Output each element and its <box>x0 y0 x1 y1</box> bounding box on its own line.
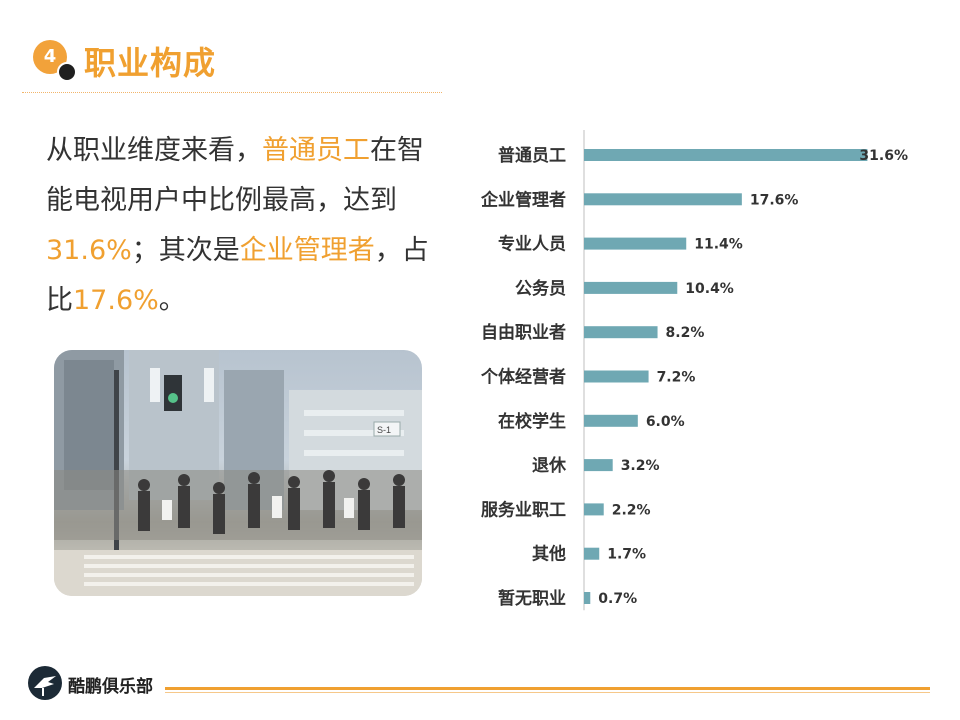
desc-part-1: 从职业维度来看， <box>46 135 262 166</box>
desc-highlight-3: 企业管理者 <box>239 235 375 266</box>
occupation-bar-chart: 普通员工 31.6% 企业管理者 17.6% 专业人员 11.4% 公务员 10.4% 自由职业… <box>440 130 940 630</box>
chart-bar <box>584 193 742 206</box>
chart-bar <box>584 237 687 250</box>
chart-category-label: 其他 <box>532 544 566 565</box>
chart-value-label: 17.6% <box>750 192 799 208</box>
chart-bar <box>584 370 649 383</box>
desc-part-5: 。 <box>158 285 186 316</box>
chart-category-label: 普通员工 <box>498 145 566 166</box>
chart-category-label: 自由职业者 <box>481 322 566 343</box>
chart-bar <box>584 547 600 560</box>
chart-bar <box>584 281 678 294</box>
chart-category-label: 个体经营者 <box>480 367 566 388</box>
description-text: 从职业维度来看，普通员工在智能电视用户中比例最高，达到 31.6%；其次是企业管理… <box>46 126 438 326</box>
chart-category-label: 公务员 <box>515 278 566 299</box>
chart-value-label: 0.7% <box>598 591 637 607</box>
chart-value-label: 10.4% <box>685 281 734 297</box>
chart-category-label: 在校学生 <box>498 411 566 432</box>
desc-highlight-1: 普通员工 <box>262 135 370 166</box>
chart-category-label: 暂无职业 <box>498 588 566 609</box>
desc-highlight-4: 17.6% <box>73 285 159 316</box>
page-title: 职业构成 <box>84 44 217 82</box>
footer-divider-thin <box>165 692 930 693</box>
chart-value-label: 6.0% <box>646 414 685 430</box>
badge-dot-icon <box>57 62 77 82</box>
desc-part-3: ；其次是 <box>131 235 240 266</box>
chart-value-label: 8.2% <box>666 325 705 341</box>
chart-value-label: 1.7% <box>607 547 646 563</box>
chart-bar <box>584 149 868 161</box>
street-photo-illustration: S-1 <box>54 350 422 596</box>
chart-value-label: 2.2% <box>612 502 651 518</box>
chart-category-label: 服务业职工 <box>481 499 566 520</box>
chart-svg: 普通员工 31.6% 企业管理者 17.6% 专业人员 11.4% 公务员 10.4% 自由职业… <box>480 130 908 611</box>
chart-value-label: 3.2% <box>621 458 660 474</box>
section-number-badge: 4 <box>33 40 67 74</box>
brand-logo-icon <box>28 666 62 700</box>
desc-highlight-2: 31.6% <box>46 235 132 266</box>
chart-category-label: 专业人员 <box>498 234 566 255</box>
chart-bar <box>584 414 638 427</box>
title-divider <box>22 92 442 93</box>
desc-part-2: 在智能电视用户中比例最高，达到 <box>46 135 424 216</box>
chart-value-label: 7.2% <box>657 370 696 386</box>
brand-name: 酷鹏俱乐部 <box>68 677 153 697</box>
chart-value-label: 31.6% <box>859 148 908 164</box>
chart-category-label: 企业管理者 <box>480 189 566 210</box>
chart-category-label: 退休 <box>532 455 567 476</box>
chart-value-label: 11.4% <box>694 237 743 253</box>
photo-sign-text: S-1 <box>377 425 391 435</box>
chart-bar <box>584 459 613 472</box>
street-photo: S-1 <box>54 350 422 596</box>
chart-bar <box>584 326 658 339</box>
desc-part-4: ，占比 <box>46 235 429 316</box>
chart-bar <box>584 592 591 604</box>
chart-bar <box>584 503 604 516</box>
footer-divider <box>165 687 930 690</box>
